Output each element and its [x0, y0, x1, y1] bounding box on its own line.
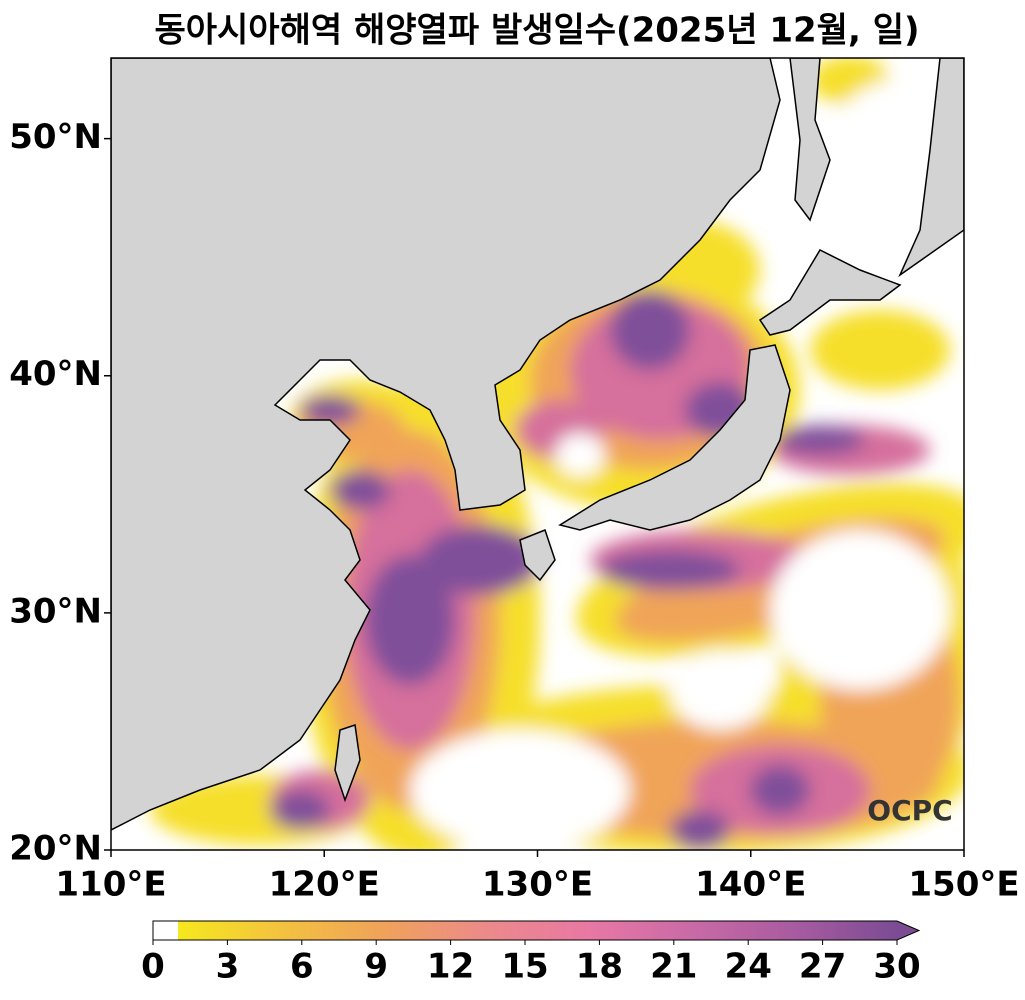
colorbar: 0 3 6 9 12 15 18 21 24 27 30	[141, 920, 921, 987]
x-tick-label: 140°E	[695, 865, 806, 905]
colorbar-tick-label: 9	[364, 947, 388, 987]
colorbar-tick-label: 15	[501, 947, 548, 987]
y-tick-label: 40°N	[9, 354, 102, 394]
colorbar-tick-label: 6	[290, 947, 314, 987]
colorbar-tick-label: 21	[650, 947, 697, 987]
y-tick-label: 20°N	[9, 829, 102, 869]
x-tick-label: 110°E	[55, 865, 166, 905]
x-tick-label: 120°E	[269, 865, 380, 905]
axes: 110°E 120°E 130°E 140°E 150°E 20°N 30°N 40°N 50°…	[9, 117, 1019, 904]
y-tick-label: 50°N	[9, 117, 102, 157]
land	[111, 58, 964, 831]
logo: OCPC	[867, 794, 952, 827]
map-area: OCPC	[111, 58, 964, 850]
y-tick-label: 30°N	[9, 591, 102, 631]
heatwave-field	[150, 58, 964, 850]
colorbar-tick-label: 0	[141, 947, 165, 987]
title: 동아시아해역 해양열파 발생일수(2025년 12월, 일)	[154, 11, 919, 51]
colorbar-tick-label: 18	[576, 947, 623, 987]
x-tick-label: 150°E	[908, 865, 1019, 905]
colorbar-tick-label: 24	[725, 947, 772, 987]
colorbar-tick-label: 3	[216, 947, 240, 987]
colorbar-tick-label: 27	[799, 947, 846, 987]
colorbar-fill	[153, 921, 897, 940]
colorbar-outline	[152, 920, 921, 941]
colorbar-tick-label: 30	[873, 947, 920, 987]
colorbar-tick-label: 12	[427, 947, 474, 987]
colorbar-extend	[897, 921, 919, 940]
x-tick-label: 130°E	[482, 865, 593, 905]
